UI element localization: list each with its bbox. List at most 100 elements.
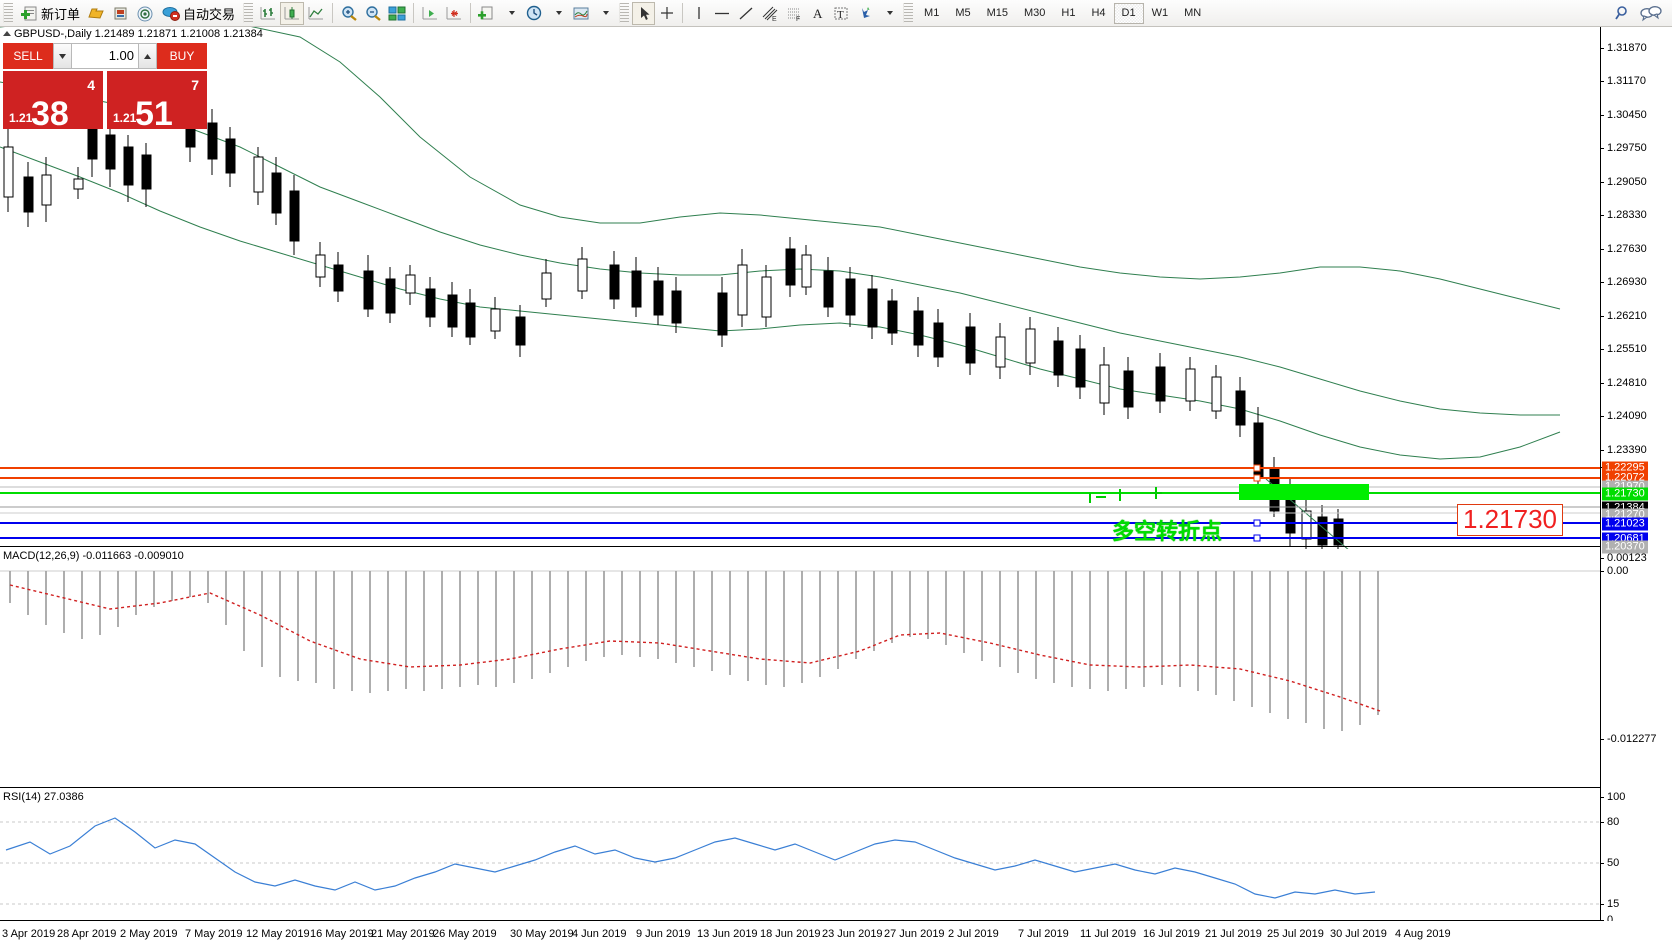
price-pane-canvas[interactable] <box>0 27 1600 549</box>
timeframe-m15[interactable]: M15 <box>986 7 1008 19</box>
date-label: 12 May 2019 <box>246 928 310 940</box>
macd-axis-tick: 0.00 <box>1601 565 1628 577</box>
toolbar-grip-4[interactable] <box>903 3 914 23</box>
timeframe-h1[interactable]: H1 <box>1061 7 1076 19</box>
svg-text:T: T <box>837 9 844 21</box>
buy-button[interactable]: BUY <box>157 43 207 69</box>
buy-price-display[interactable]: 1.21 51 7 <box>107 71 207 131</box>
template-dropdown-arrow[interactable] <box>499 2 522 25</box>
rsi-axis-tick: 50 <box>1601 857 1619 869</box>
macd-pane-canvas[interactable] <box>0 563 1600 738</box>
svg-text:F: F <box>796 16 800 22</box>
autotrading-button[interactable]: 自动交易 <box>157 2 240 25</box>
date-label: 30 May 2019 <box>510 928 574 940</box>
level-handles <box>1253 464 1261 542</box>
sell-button[interactable]: SELL <box>3 43 53 69</box>
zoom-out-icon[interactable] <box>361 2 385 25</box>
fibonacci-icon[interactable]: F <box>782 2 806 25</box>
indicators-dropdown-arrow[interactable] <box>593 2 616 25</box>
timeframe-h4[interactable]: H4 <box>1091 7 1106 19</box>
toolbar-separator-1 <box>332 3 334 23</box>
folder-icon[interactable] <box>85 2 109 25</box>
price-tick: 1.24090 <box>1601 410 1647 422</box>
vertical-line-icon[interactable] <box>687 2 710 25</box>
period-icon[interactable] <box>522 2 546 25</box>
price-tag-grey-3[interactable]: 1.20370 <box>1602 540 1648 554</box>
shapes-dropdown-arrow[interactable] <box>877 2 900 25</box>
auto-scroll-icon[interactable] <box>442 2 466 25</box>
price-tick: 1.30450 <box>1601 109 1647 121</box>
date-axis[interactable]: 3 Apr 2019 28 Apr 2019 2 May 2019 7 May … <box>0 921 1672 949</box>
price-tag-resistance-1[interactable]: 1.22295 <box>1602 461 1648 475</box>
volume-increase-icon[interactable] <box>138 44 156 68</box>
chart-shift-icon[interactable] <box>418 2 442 25</box>
date-label: 13 Jun 2019 <box>697 928 758 940</box>
toolbar-grip[interactable] <box>3 3 13 23</box>
price-tick: 1.24810 <box>1601 377 1647 389</box>
timeframe-m5[interactable]: M5 <box>955 7 971 19</box>
price-tick: 1.31170 <box>1601 75 1646 87</box>
search-icon[interactable] <box>1610 2 1636 25</box>
date-label: 9 Jun 2019 <box>636 928 691 940</box>
price-axis[interactable]: 1.31870 1.31170 1.30450 1.29750 1.29050 … <box>1600 27 1672 926</box>
tile-windows-icon[interactable] <box>385 2 409 25</box>
date-label: 4 Jun 2019 <box>572 928 627 940</box>
toolbar-grip-3[interactable] <box>619 3 630 23</box>
date-label: 25 Jul 2019 <box>1267 928 1324 940</box>
timeframe-m1[interactable]: M1 <box>924 7 940 19</box>
template-icon[interactable] <box>475 2 499 25</box>
trendline-icon[interactable] <box>734 2 758 25</box>
chart-area[interactable]: GBPUSD-,Daily 1.21489 1.21871 1.21008 1.… <box>0 27 1672 949</box>
date-label: 3 Apr 2019 <box>2 928 56 940</box>
crosshair-icon[interactable] <box>655 2 678 25</box>
volume-value[interactable]: 1.00 <box>72 44 138 68</box>
date-axis-divider <box>0 920 1600 921</box>
date-label: 21 Jul 2019 <box>1205 928 1262 940</box>
timeframe-w1[interactable]: W1 <box>1151 7 1169 19</box>
macd-axis-tick: 0.00123 <box>1601 552 1647 564</box>
news-icon[interactable] <box>133 2 157 25</box>
sell-price-prefix: 1.21 <box>9 111 33 125</box>
timeframe-m30[interactable]: M30 <box>1024 7 1046 19</box>
cursor-icon[interactable] <box>632 1 656 25</box>
horizontal-line-icon[interactable] <box>710 2 734 25</box>
period-dropdown-arrow[interactable] <box>546 2 569 25</box>
price-tick: 1.26210 <box>1601 310 1647 322</box>
equidistant-channel-icon[interactable]: E <box>758 2 782 25</box>
macd-title: MACD(12,26,9) -0.011663 -0.009010 <box>3 550 184 562</box>
indicators-icon[interactable] <box>569 2 593 25</box>
text-label-icon[interactable]: T <box>829 2 853 25</box>
price-tick: 1.29050 <box>1601 176 1647 188</box>
chart-annotation-text[interactable]: 多空转折点 <box>1112 520 1223 545</box>
rsi-pane-canvas[interactable] <box>0 802 1600 924</box>
new-order-button[interactable]: 新订单 <box>16 2 85 25</box>
price-tick: 1.23390 <box>1601 444 1647 456</box>
zoom-in-icon[interactable] <box>337 2 361 25</box>
one-click-trading-panel[interactable]: SELL 1.00 BUY 1.21 38 4 1.21 51 7 <box>3 43 207 131</box>
date-label: 30 Jul 2019 <box>1330 928 1387 940</box>
price-tag-support-green[interactable]: 1.21730 <box>1602 487 1648 501</box>
macd-histogram <box>9 571 1379 731</box>
price-tag-blue-1[interactable]: 1.21023 <box>1602 517 1648 531</box>
bar-chart-icon[interactable] <box>256 2 280 25</box>
toolbar-grip-2[interactable] <box>243 3 254 23</box>
print-preview-icon[interactable] <box>109 2 133 25</box>
text-icon[interactable]: A <box>806 2 829 25</box>
timeframe-mn[interactable]: MN <box>1184 7 1202 19</box>
shapes-icon[interactable] <box>853 2 877 25</box>
volume-stepper[interactable]: 1.00 <box>53 43 157 69</box>
rsi-axis-tick: 80 <box>1601 816 1619 828</box>
support-zone-box <box>1239 484 1369 500</box>
price-tick: 1.31870 <box>1601 42 1647 54</box>
collapse-arrow-icon[interactable] <box>3 31 11 36</box>
toolbar-separator-2 <box>413 3 415 23</box>
sell-price-display[interactable]: 1.21 38 4 <box>3 71 103 131</box>
line-chart-icon[interactable] <box>304 2 328 25</box>
candlestick-chart-icon[interactable] <box>280 1 305 25</box>
price-callout-box[interactable]: 1.21730 <box>1457 504 1563 536</box>
volume-decrease-icon[interactable] <box>54 44 72 68</box>
timeframe-d1[interactable]: D1 <box>1113 2 1144 24</box>
buy-price-point: 7 <box>191 77 199 93</box>
chat-icon[interactable] <box>1636 2 1666 25</box>
price-tick: 1.27630 <box>1601 243 1647 255</box>
